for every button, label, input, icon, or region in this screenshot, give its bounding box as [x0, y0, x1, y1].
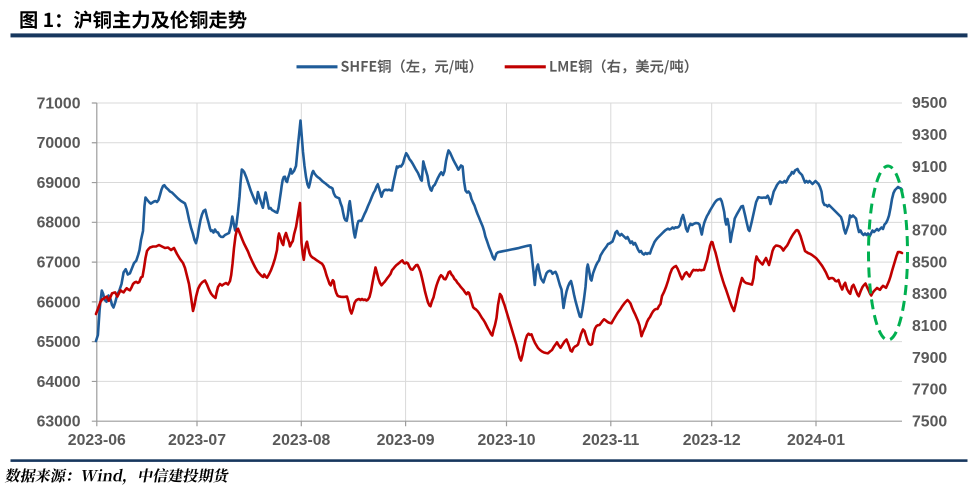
svg-text:7900: 7900 — [912, 350, 947, 367]
svg-text:8900: 8900 — [912, 191, 947, 208]
svg-text:68000: 68000 — [37, 215, 81, 232]
svg-text:2023-07: 2023-07 — [168, 432, 226, 449]
svg-text:63000: 63000 — [37, 414, 81, 431]
svg-text:66000: 66000 — [37, 294, 81, 311]
svg-text:2023-11: 2023-11 — [582, 432, 639, 449]
svg-text:2023-08: 2023-08 — [272, 432, 330, 449]
svg-text:7700: 7700 — [912, 382, 947, 399]
svg-text:9100: 9100 — [912, 159, 947, 176]
svg-text:8500: 8500 — [912, 254, 947, 271]
svg-text:67000: 67000 — [37, 255, 81, 272]
svg-text:69000: 69000 — [37, 175, 81, 192]
svg-text:65000: 65000 — [37, 334, 81, 351]
svg-text:2023-06: 2023-06 — [68, 432, 126, 449]
svg-text:2023-12: 2023-12 — [683, 432, 741, 449]
svg-text:2023-09: 2023-09 — [377, 432, 435, 449]
svg-text:71000: 71000 — [37, 95, 81, 112]
svg-text:7500: 7500 — [912, 413, 947, 430]
svg-text:9300: 9300 — [912, 127, 947, 144]
svg-text:64000: 64000 — [37, 374, 81, 391]
svg-text:70000: 70000 — [37, 135, 81, 152]
svg-text:9500: 9500 — [912, 95, 947, 112]
svg-text:2024-01: 2024-01 — [787, 432, 845, 449]
svg-text:2023-10: 2023-10 — [478, 432, 536, 449]
svg-text:8700: 8700 — [912, 222, 947, 239]
svg-text:8100: 8100 — [912, 318, 947, 335]
svg-text:8300: 8300 — [912, 286, 947, 303]
